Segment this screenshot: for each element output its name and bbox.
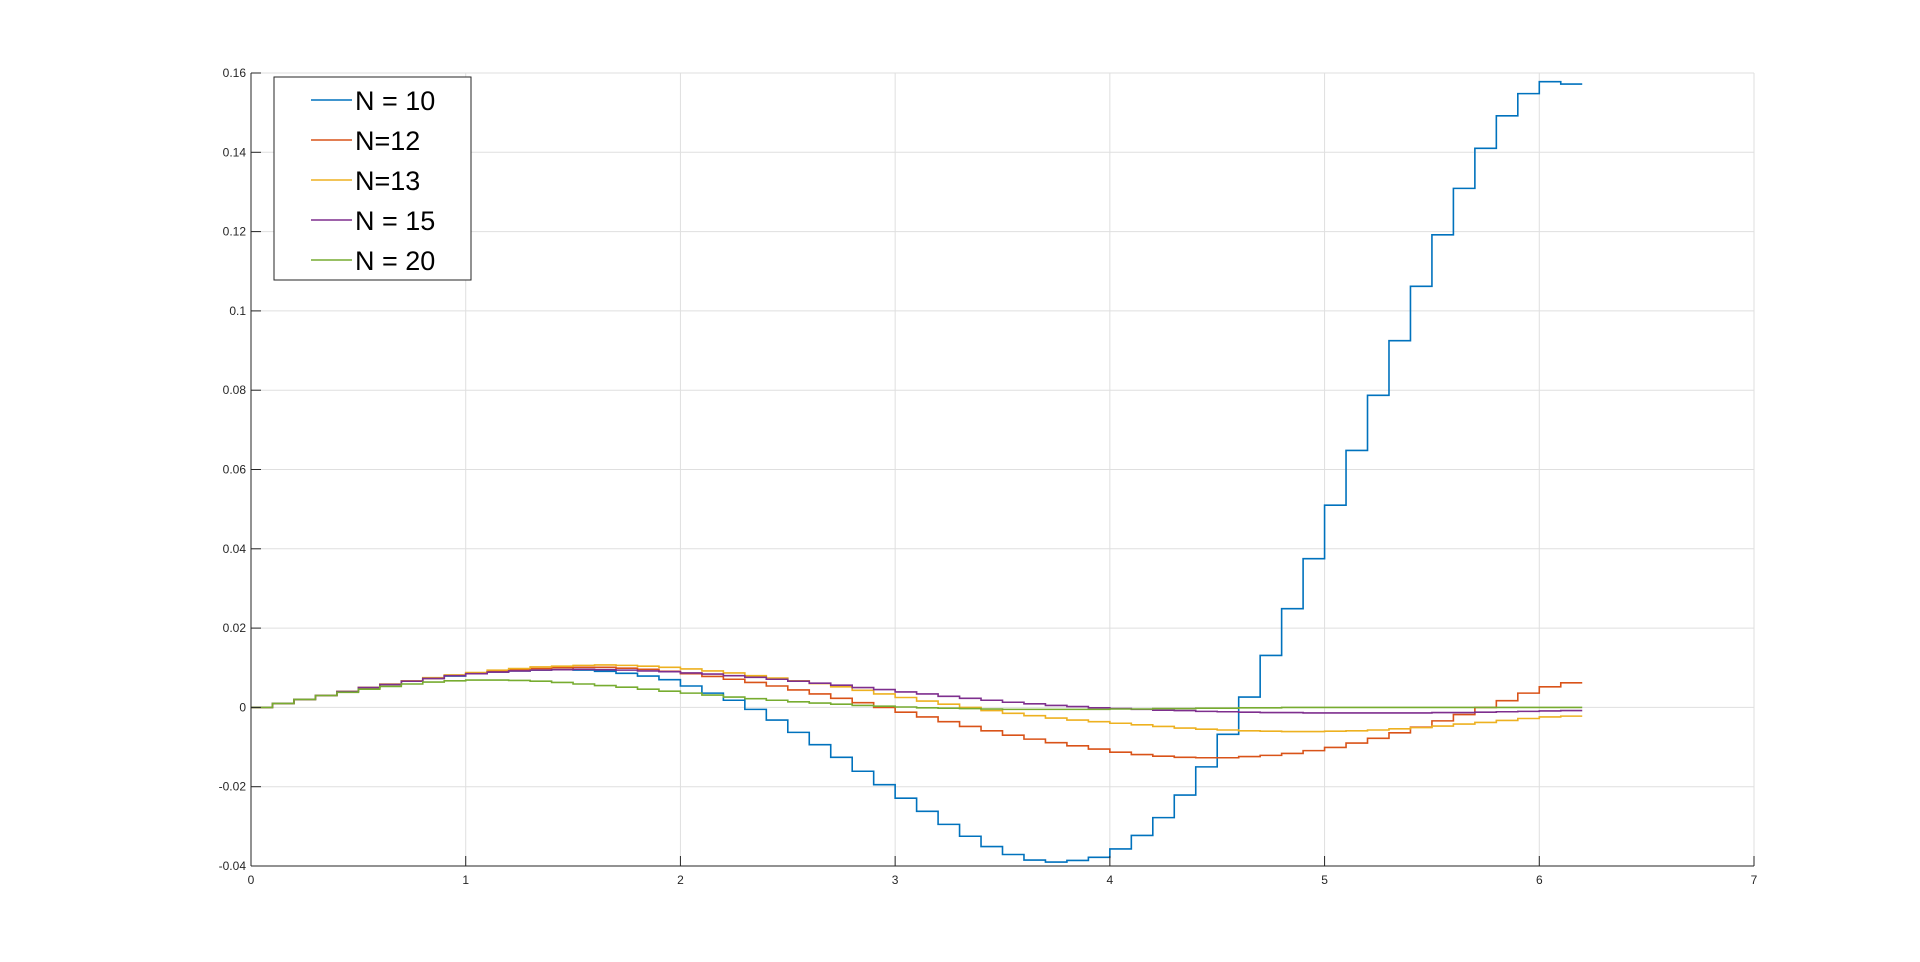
y-tick-label: 0.06 (223, 463, 247, 477)
legend: N = 10 N=12 N=13 N = 15 N = 20 (273, 76, 472, 281)
x-tick-label: 5 (1321, 873, 1328, 887)
y-tick-label: -0.02 (219, 780, 247, 794)
x-tick-label: 4 (1107, 873, 1114, 887)
series-layer (251, 80, 1583, 863)
x-tick-label: 3 (892, 873, 899, 887)
plot-area: 0 1 2 3 4 5 6 7 -0.04 -0.02 0 0.02 0.04 0.06 0.08 0.1 0.… (219, 66, 1758, 887)
y-tick-label: 0.12 (223, 225, 247, 239)
legend-label: N = 10 (355, 86, 435, 116)
y-tick-label: -0.04 (219, 859, 247, 873)
y-tick-label: 0.02 (223, 621, 247, 635)
x-tick-label: 7 (1751, 873, 1758, 887)
legend-label: N=13 (355, 166, 420, 196)
y-tick-label: 0.1 (229, 304, 246, 318)
y-tick-label: 0.08 (223, 383, 247, 397)
x-tick-label: 0 (248, 873, 255, 887)
series-line-3 (251, 664, 1583, 733)
y-tick-label: 0.16 (223, 66, 247, 80)
legend-label: N = 15 (355, 206, 435, 236)
x-tick-label: 2 (677, 873, 684, 887)
legend-label: N = 20 (355, 246, 435, 276)
legend-box (273, 76, 472, 281)
legend-label: N=12 (355, 126, 420, 156)
series-line-5 (251, 679, 1583, 711)
y-tick-label: 0.14 (223, 145, 247, 159)
series-line-4 (251, 668, 1583, 714)
x-tick-label: 1 (462, 873, 469, 887)
axes-layer: 0 1 2 3 4 5 6 7 -0.04 -0.02 0 0.02 0.04 0.06 0.08 0.1 0.… (219, 66, 1758, 887)
grid-layer (250, 72, 1755, 867)
y-tick-label: 0.04 (223, 542, 247, 556)
x-tick-label: 6 (1536, 873, 1543, 887)
y-tick-label: 0 (239, 700, 246, 714)
